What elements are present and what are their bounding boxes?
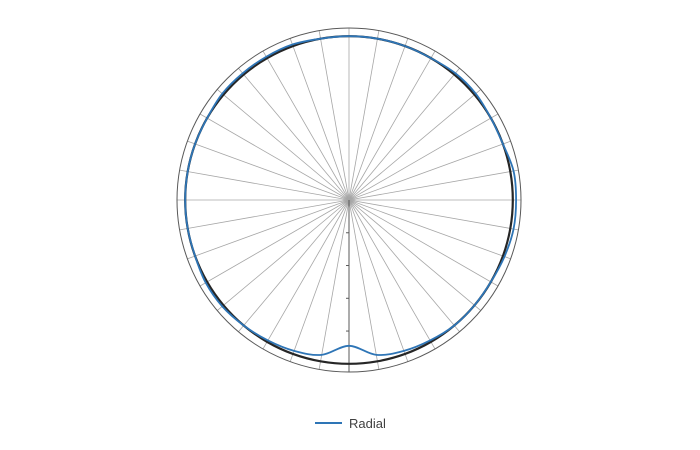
radar-spoke [348,199,482,311]
radar-spoke [348,199,511,260]
radar-spoke [348,199,380,370]
radar-series-layer [184,35,517,365]
radar-spoke [348,113,499,201]
radar-spoke [289,38,350,201]
radar-spokes [177,28,521,372]
radar-spoke [348,199,499,287]
radar-spoke [348,89,482,201]
radar-spoke [348,169,519,201]
radar-spoke [179,169,350,201]
radar-spoke [179,199,350,231]
radar-spoke [318,30,350,201]
radar-spoke [348,30,380,201]
radar-spoke [199,113,350,201]
radar-spoke [318,199,350,370]
radar-spoke [187,199,350,260]
radar-spoke [199,199,350,287]
chart-legend: Radial [315,416,386,431]
radar-spoke [238,67,350,201]
radar-value-axis [346,200,350,372]
radar-spoke [289,199,350,362]
radar-spoke [262,50,350,201]
radar-spoke [348,67,460,201]
radar-spoke [348,199,460,333]
radar-spoke [216,89,350,201]
radar-spoke [348,199,409,362]
radar-spoke [238,199,350,333]
radar-spoke [187,140,350,201]
radar-spoke [348,199,436,350]
radar-spoke [348,140,511,201]
radar-spoke [348,50,436,201]
legend-label-radial: Radial [349,416,386,431]
radar-spoke [348,199,519,231]
radar-spoke [216,199,350,311]
series-line-radial [184,35,517,356]
radar-spoke [348,38,409,201]
radar-spoke [262,199,350,350]
